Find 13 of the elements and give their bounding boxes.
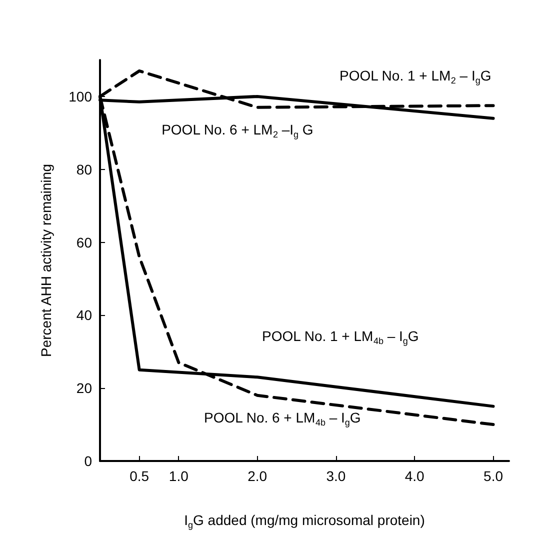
y-tick-label: 40 <box>76 307 92 324</box>
x-tick-label: 3.0 <box>326 468 346 484</box>
y-tick-label: 20 <box>76 380 92 396</box>
x-tick-label: 2.0 <box>248 468 268 484</box>
x-tick-label: 0.5 <box>130 468 150 484</box>
y-axis-title: Percent AHH activity remaining <box>38 164 54 357</box>
y-tick-label: 0 <box>84 453 92 469</box>
y-tick-label: 60 <box>76 234 92 250</box>
x-tick-label: 4.0 <box>404 468 425 484</box>
x-tick-label: 5.0 <box>484 468 504 484</box>
y-tick-label: 100 <box>68 88 92 104</box>
y-tick-label: 80 <box>76 161 92 178</box>
x-tick-label: 1.0 <box>168 468 189 484</box>
